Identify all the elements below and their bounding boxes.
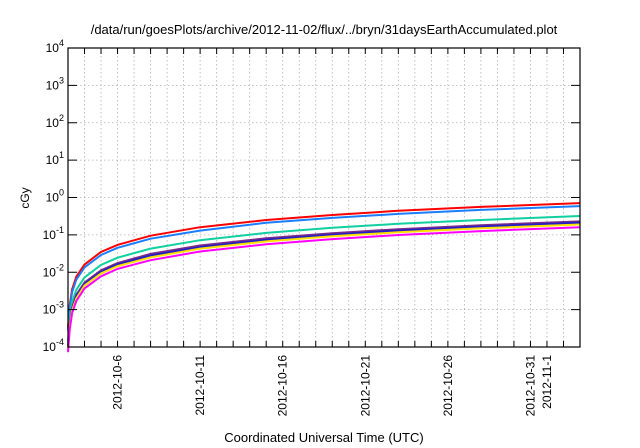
x-tick-label: 2012-10-31: [523, 355, 537, 417]
y-tick-label: 101: [46, 150, 64, 167]
y-tick-label: 10-4: [43, 337, 64, 354]
y-tick-label-exponent: -2: [56, 262, 64, 272]
y-tick-label: 10-2: [43, 262, 64, 279]
y-tick-label-exponent: 0: [59, 188, 64, 198]
y-tick-label-exponent: -4: [56, 337, 64, 347]
x-axis-label: Coordinated Universal Time (UTC): [224, 430, 423, 445]
x-tick-label: 2012-10-6: [111, 355, 125, 410]
y-tick-label-exponent: 2: [59, 113, 64, 123]
y-tick-label-exponent: -1: [56, 225, 64, 235]
x-tick-label: 2012-10-11: [193, 355, 207, 416]
chart-title: /data/run/goesPlots/archive/2012-11-02/f…: [91, 22, 558, 37]
series-line-2: [67, 205, 581, 331]
y-tick-label: 100: [46, 188, 64, 205]
y-tick-label-exponent: -3: [56, 300, 64, 310]
y-tick-label-exponent: 3: [59, 75, 64, 85]
series-line-5: [67, 221, 581, 348]
grid: [68, 48, 580, 347]
series-line-3: [67, 215, 581, 342]
y-tick-label: 104: [46, 38, 64, 55]
series-line-6: [67, 223, 581, 350]
x-tick-label: 2012-10-16: [276, 355, 290, 417]
y-tick-label: 102: [46, 113, 64, 130]
y-axis-label: cGy: [18, 187, 32, 208]
series-line-1: [67, 202, 581, 328]
y-tick-label: 103: [46, 75, 64, 92]
x-tick-label: 2012-11-1: [540, 355, 554, 409]
x-tick-label: 2012-10-26: [441, 355, 455, 417]
series-line-7: [67, 226, 581, 353]
y-tick-label-exponent: 1: [59, 150, 64, 160]
x-tick-label: 2012-10-21: [358, 355, 372, 417]
series-group: [67, 202, 581, 353]
y-tick-label: 10-3: [43, 300, 64, 317]
y-tick-label: 10-1: [43, 225, 64, 242]
y-tick-label-exponent: 4: [59, 38, 64, 48]
plot-border: [67, 47, 581, 348]
